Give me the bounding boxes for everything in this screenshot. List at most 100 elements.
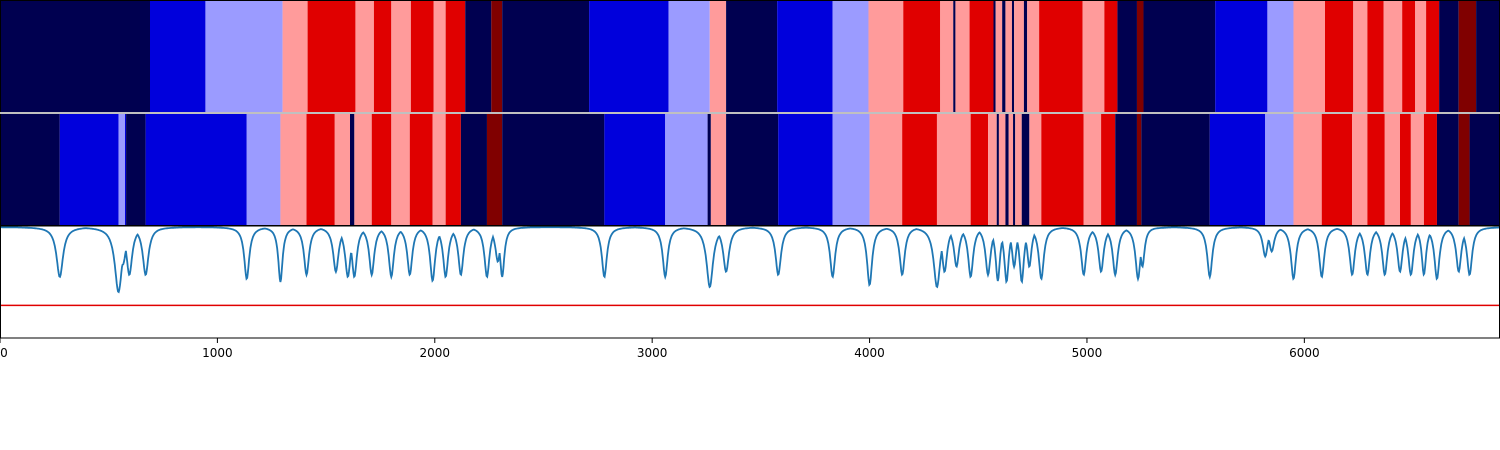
heatmap-cell-row2-36: [1013, 113, 1016, 226]
heatmap-cell-row1-16: [709, 0, 727, 113]
x-tick-label-1000: 1000: [202, 346, 233, 360]
signal-line: [0, 226, 1500, 294]
heatmap-cell-row2-16: [445, 113, 461, 226]
heatmap-cell-row2-52: [1384, 113, 1400, 226]
heatmap-cell-row1-22: [940, 0, 954, 113]
heatmap-cell-row1-34: [1039, 0, 1083, 113]
x-tick-label-2000: 2000: [420, 346, 451, 360]
heatmap-cell-row1-46: [1383, 0, 1403, 113]
heatmap-cell-row1-12: [491, 0, 503, 113]
heatmap-cell-row2-51: [1367, 113, 1385, 226]
heatmap-cell-row2-28: [902, 113, 937, 226]
heatmap-cell-row1-40: [1215, 0, 1268, 113]
heatmap-cell-row2-12: [371, 113, 392, 226]
heatmap-cell-row2-33: [998, 113, 1006, 226]
x-axis: 0 1000 2000 3000 4000 5000 6000: [0, 338, 1320, 360]
heatmap-cell-row2-23: [710, 113, 727, 226]
heatmap-cell-row2-24: [726, 113, 779, 226]
heatmap-cell-row1-20: [868, 0, 904, 113]
heatmap-cell-row2-27: [869, 113, 903, 226]
x-tick-label-6000: 6000: [1289, 346, 1320, 360]
heatmap-cell-row1-23: [953, 0, 956, 113]
heatmap-cell-row2-18: [486, 113, 503, 226]
heatmap-cell-row1-36: [1104, 0, 1118, 113]
heatmap-cell-row1-52: [1476, 0, 1500, 113]
heatmap-cell-row2-0: [0, 113, 60, 226]
heatmap-cell-row2-25: [778, 113, 833, 226]
heatmap-cell-row1-10: [445, 0, 466, 113]
heatmap-cell-row2-48: [1293, 113, 1322, 226]
heatmap-cell-row2-11: [354, 113, 372, 226]
heatmap-cell-row2-31: [988, 113, 997, 226]
heatmap-cell-row2-5: [145, 113, 247, 226]
heatmap-cell-row2-46: [1209, 113, 1266, 226]
heatmap-cell-row1-13: [502, 0, 590, 113]
heatmap-cell-row2-7: [280, 113, 307, 226]
heatmap-cell-row1-9: [433, 0, 446, 113]
heatmap-cell-row1-17: [726, 0, 778, 113]
heatmap-cell-row1-47: [1402, 0, 1416, 113]
heatmap-cell-row2-30: [970, 113, 989, 226]
heatmap-cell-row2-39: [1029, 113, 1042, 226]
heatmap-cell-row2-57: [1458, 113, 1470, 226]
heatmap-cell-row1-8: [410, 0, 434, 113]
heatmap-cell-row1-37: [1117, 0, 1137, 113]
x-tick-label-4000: 4000: [854, 346, 885, 360]
heatmap-cell-row1-25: [969, 0, 994, 113]
heatmap-cell-row1-38: [1136, 0, 1144, 113]
heatmap-cell-row2-32: [996, 113, 999, 226]
heatmap-cell-row1-50: [1439, 0, 1459, 113]
heatmap-cell-row1-24: [955, 0, 970, 113]
heatmap-row-1: [0, 0, 1500, 113]
heatmap-cell-row2-37: [1015, 113, 1022, 226]
heatmap-cell-row2-13: [391, 113, 410, 226]
heatmap-cell-row1-0: [0, 0, 150, 113]
heatmap-cell-row1-4: [307, 0, 356, 113]
heatmap-cell-row2-43: [1115, 113, 1137, 226]
heatmap-cell-row1-7: [391, 0, 411, 113]
heatmap-cell-row1-48: [1415, 0, 1427, 113]
heatmap-cell-row2-1: [59, 113, 119, 226]
heatmap-cell-row2-56: [1436, 113, 1459, 226]
heatmap-cell-row1-5: [355, 0, 374, 113]
heatmap-cell-row1-44: [1353, 0, 1368, 113]
heatmap-cell-row2-6: [246, 113, 281, 226]
heatmap-cell-row2-21: [665, 113, 708, 226]
heatmap-cell-row2-10: [350, 113, 355, 226]
heatmap-cell-row1-3: [282, 0, 308, 113]
line-panel-background: [0, 226, 1500, 338]
heatmap-cell-row1-30: [1011, 0, 1015, 113]
heatmap-cell-row2-34: [1005, 113, 1009, 226]
heatmap-cell-row2-17: [460, 113, 487, 226]
heatmap-cell-row1-6: [373, 0, 392, 113]
heatmap-cell-row2-53: [1400, 113, 1411, 226]
heatmap-cell-row1-33: [1027, 0, 1040, 113]
heatmap-cell-row1-31: [1014, 0, 1024, 113]
heatmap-cell-row1-15: [668, 0, 710, 113]
heatmap-cell-row2-4: [126, 113, 146, 226]
heatmap-cell-row1-39: [1143, 0, 1216, 113]
heatmap-cell-row1-29: [1005, 0, 1012, 113]
heatmap-cell-row1-28: [1002, 0, 1006, 113]
heatmap-cell-row2-58: [1469, 113, 1500, 226]
heatmap-cell-row2-41: [1083, 113, 1102, 226]
heatmap-cell-row2-19: [502, 113, 605, 226]
heatmap-cell-row2-44: [1136, 113, 1142, 226]
heatmap-cell-row2-9: [334, 113, 350, 226]
heatmap-cell-row2-29: [936, 113, 971, 226]
heatmap-cell-row2-35: [1008, 113, 1014, 226]
heatmap-cell-row2-26: [832, 113, 870, 226]
heatmap-cell-row1-35: [1082, 0, 1105, 113]
heatmap-cell-row1-43: [1325, 0, 1354, 113]
heatmap-row-2: [0, 113, 1500, 226]
heatmap-cell-row2-50: [1352, 113, 1368, 226]
heatmap-cell-row2-14: [409, 113, 433, 226]
x-tick-label-5000: 5000: [1072, 346, 1103, 360]
heatmap-cell-row2-2: [118, 113, 125, 226]
heatmap-cell-row2-47: [1265, 113, 1294, 226]
heatmap-cell-row1-2: [205, 0, 283, 113]
heatmap-cell-row1-41: [1267, 0, 1294, 113]
heatmap-cell-row1-32: [1023, 0, 1028, 113]
heatmap-cell-row2-15: [432, 113, 446, 226]
